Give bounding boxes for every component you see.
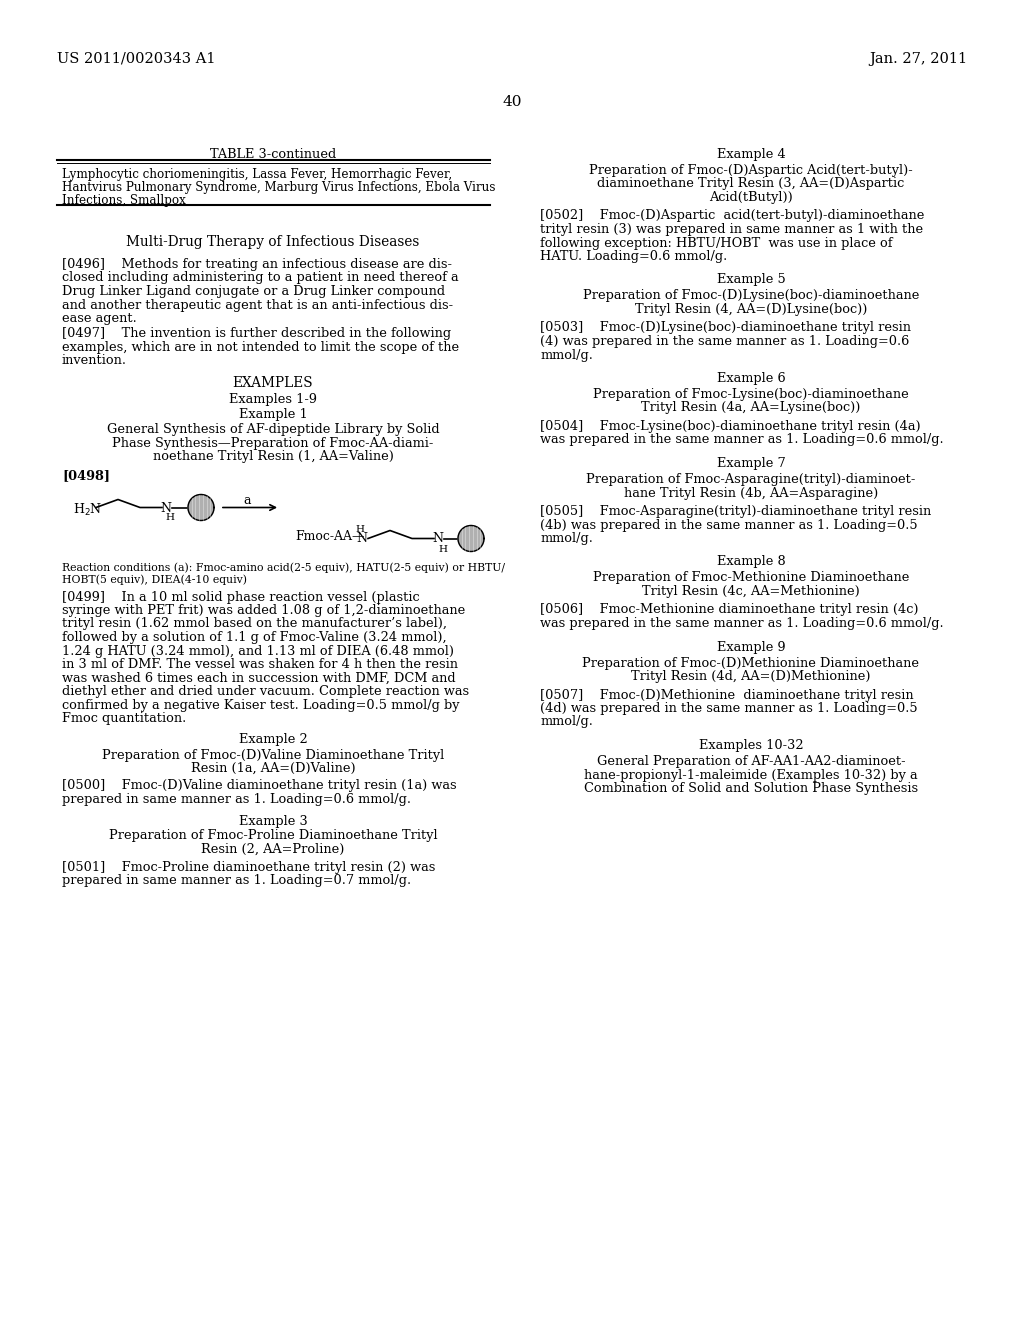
Text: was washed 6 times each in succession with DMF, DCM and: was washed 6 times each in succession wi…: [62, 672, 456, 685]
Text: H: H: [165, 512, 174, 521]
Text: Preparation of Fmoc-Proline Diaminoethane Trityl: Preparation of Fmoc-Proline Diaminoethan…: [109, 829, 437, 842]
Text: closed including administering to a patient in need thereof a: closed including administering to a pati…: [62, 272, 459, 285]
Text: Example 1: Example 1: [239, 408, 307, 421]
Text: Reaction conditions (a): Fmoc-amino acid(2-5 equiv), HATU(2-5 equiv) or HBTU/: Reaction conditions (a): Fmoc-amino acid…: [62, 562, 505, 573]
Text: following exception: HBTU/HOBT  was use in place of: following exception: HBTU/HOBT was use i…: [540, 236, 893, 249]
Text: in 3 ml of DMF. The vessel was shaken for 4 h then the resin: in 3 ml of DMF. The vessel was shaken fo…: [62, 657, 458, 671]
Text: Resin (2, AA=Proline): Resin (2, AA=Proline): [202, 843, 345, 855]
Text: Hantvirus Pulmonary Syndrome, Marburg Virus Infections, Ebola Virus: Hantvirus Pulmonary Syndrome, Marburg Vi…: [62, 181, 496, 194]
Text: hane-propionyl-1-maleimide (Examples 10-32) by a: hane-propionyl-1-maleimide (Examples 10-…: [584, 768, 918, 781]
Text: US 2011/0020343 A1: US 2011/0020343 A1: [57, 51, 215, 66]
Text: noethane Trityl Resin (1, AA=Valine): noethane Trityl Resin (1, AA=Valine): [153, 450, 393, 463]
Text: Drug Linker Ligand conjugate or a Drug Linker compound: Drug Linker Ligand conjugate or a Drug L…: [62, 285, 445, 298]
Text: HOBT(5 equiv), DIEA(4-10 equiv): HOBT(5 equiv), DIEA(4-10 equiv): [62, 574, 247, 585]
Text: Example 7: Example 7: [717, 457, 785, 470]
Text: Example 8: Example 8: [717, 556, 785, 569]
Text: prepared in same manner as 1. Loading=0.6 mmol/g.: prepared in same manner as 1. Loading=0.…: [62, 793, 411, 807]
Text: H: H: [438, 544, 447, 553]
Text: [0498]: [0498]: [62, 470, 110, 483]
Text: Trityl Resin (4c, AA=Methionine): Trityl Resin (4c, AA=Methionine): [642, 585, 860, 598]
Text: [0499]    In a 10 ml solid phase reaction vessel (plastic: [0499] In a 10 ml solid phase reaction v…: [62, 590, 420, 603]
Text: Preparation of Fmoc-(D)Aspartic Acid(tert-butyl)-: Preparation of Fmoc-(D)Aspartic Acid(ter…: [589, 164, 912, 177]
Text: (4) was prepared in the same manner as 1. Loading=0.6: (4) was prepared in the same manner as 1…: [540, 335, 909, 348]
Text: H$_2$N: H$_2$N: [73, 502, 102, 517]
Text: Trityl Resin (4d, AA=(D)Methionine): Trityl Resin (4d, AA=(D)Methionine): [631, 671, 870, 682]
Text: Jan. 27, 2011: Jan. 27, 2011: [869, 51, 967, 66]
Text: hane Trityl Resin (4b, AA=Asparagine): hane Trityl Resin (4b, AA=Asparagine): [624, 487, 879, 499]
Text: syringe with PET frit) was added 1.08 g of 1,2-diaminoethane: syringe with PET frit) was added 1.08 g …: [62, 605, 465, 616]
Text: Fmoc quantitation.: Fmoc quantitation.: [62, 711, 186, 725]
Text: General Preparation of AF-AA1-AA2-diaminoet-: General Preparation of AF-AA1-AA2-diamin…: [597, 755, 905, 768]
Text: [0504]    Fmoc-Lysine(boc)-diaminoethane trityl resin (4a): [0504] Fmoc-Lysine(boc)-diaminoethane tr…: [540, 420, 921, 433]
Text: diaminoethane Trityl Resin (3, AA=(D)Aspartic: diaminoethane Trityl Resin (3, AA=(D)Asp…: [597, 177, 904, 190]
Text: Preparation of Fmoc-Lysine(boc)-diaminoethane: Preparation of Fmoc-Lysine(boc)-diaminoe…: [593, 388, 909, 401]
Polygon shape: [458, 525, 484, 552]
Text: Acid(tButyl)): Acid(tButyl)): [710, 191, 793, 205]
Text: and another therapeutic agent that is an anti-infectious dis-: and another therapeutic agent that is an…: [62, 298, 454, 312]
Text: Multi-Drug Therapy of Infectious Diseases: Multi-Drug Therapy of Infectious Disease…: [126, 235, 420, 249]
Text: [0502]    Fmoc-(D)Aspartic  acid(tert-butyl)-diaminoethane: [0502] Fmoc-(D)Aspartic acid(tert-butyl)…: [540, 210, 925, 223]
Text: trityl resin (1.62 mmol based on the manufacturer’s label),: trityl resin (1.62 mmol based on the man…: [62, 618, 447, 631]
Text: Trityl Resin (4, AA=(D)Lysine(boc)): Trityl Resin (4, AA=(D)Lysine(boc)): [635, 304, 867, 315]
Text: TABLE 3-continued: TABLE 3-continued: [210, 148, 336, 161]
Text: Preparation of Fmoc-Methionine Diaminoethane: Preparation of Fmoc-Methionine Diaminoet…: [593, 572, 909, 585]
Text: Preparation of Fmoc-(D)Valine Diaminoethane Trityl: Preparation of Fmoc-(D)Valine Diaminoeth…: [101, 748, 444, 762]
Text: Example 9: Example 9: [717, 640, 785, 653]
Text: Example 6: Example 6: [717, 372, 785, 385]
Text: (4b) was prepared in the same manner as 1. Loading=0.5: (4b) was prepared in the same manner as …: [540, 519, 918, 532]
Text: trityl resin (3) was prepared in same manner as 1 with the: trityl resin (3) was prepared in same ma…: [540, 223, 923, 236]
Text: [0507]    Fmoc-(D)Methionine  diaminoethane trityl resin: [0507] Fmoc-(D)Methionine diaminoethane …: [540, 689, 913, 701]
Text: mmol/g.: mmol/g.: [540, 532, 593, 545]
Text: Phase Synthesis—Preparation of Fmoc-AA-diami-: Phase Synthesis—Preparation of Fmoc-AA-d…: [113, 437, 434, 450]
Text: Lymphocytic choriomeningitis, Lassa Fever, Hemorrhagic Fever,: Lymphocytic choriomeningitis, Lassa Feve…: [62, 168, 453, 181]
Text: ease agent.: ease agent.: [62, 312, 137, 325]
Text: Fmoc-AA—: Fmoc-AA—: [295, 531, 365, 544]
Text: Trityl Resin (4a, AA=Lysine(boc)): Trityl Resin (4a, AA=Lysine(boc)): [641, 401, 861, 414]
Text: a: a: [244, 494, 251, 507]
Text: [0496]    Methods for treating an infectious disease are dis-: [0496] Methods for treating an infectiou…: [62, 257, 452, 271]
Text: Preparation of Fmoc-(D)Methionine Diaminoethane: Preparation of Fmoc-(D)Methionine Diamin…: [583, 656, 920, 669]
Text: was prepared in the same manner as 1. Loading=0.6 mmol/g.: was prepared in the same manner as 1. Lo…: [540, 616, 944, 630]
Text: Preparation of Fmoc-(D)Lysine(boc)-diaminoethane: Preparation of Fmoc-(D)Lysine(boc)-diami…: [583, 289, 920, 302]
Text: HATU. Loading=0.6 mmol/g.: HATU. Loading=0.6 mmol/g.: [540, 249, 727, 263]
Text: examples, which are in not intended to limit the scope of the: examples, which are in not intended to l…: [62, 341, 459, 354]
Text: Resin (1a, AA=(D)Valine): Resin (1a, AA=(D)Valine): [190, 762, 355, 775]
Text: diethyl ether and dried under vacuum. Complete reaction was: diethyl ether and dried under vacuum. Co…: [62, 685, 469, 698]
Text: [0501]    Fmoc-Proline diaminoethane trityl resin (2) was: [0501] Fmoc-Proline diaminoethane trityl…: [62, 861, 435, 874]
Text: mmol/g.: mmol/g.: [540, 715, 593, 729]
Text: was prepared in the same manner as 1. Loading=0.6 mmol/g.: was prepared in the same manner as 1. Lo…: [540, 433, 944, 446]
Text: H: H: [355, 524, 364, 533]
Text: confirmed by a negative Kaiser test. Loading=0.5 mmol/g by: confirmed by a negative Kaiser test. Loa…: [62, 698, 460, 711]
Text: Preparation of Fmoc-Asparagine(trityl)-diaminoet-: Preparation of Fmoc-Asparagine(trityl)-d…: [587, 473, 915, 486]
Text: 1.24 g HATU (3.24 mmol), and 1.13 ml of DIEA (6.48 mmol): 1.24 g HATU (3.24 mmol), and 1.13 ml of …: [62, 644, 454, 657]
Text: [0503]    Fmoc-(D)Lysine(boc)-diaminoethane trityl resin: [0503] Fmoc-(D)Lysine(boc)-diaminoethane…: [540, 322, 911, 334]
Text: N: N: [432, 532, 443, 545]
Text: N: N: [356, 532, 367, 545]
Text: Example 5: Example 5: [717, 273, 785, 286]
Text: [0505]    Fmoc-Asparagine(trityl)-diaminoethane trityl resin: [0505] Fmoc-Asparagine(trityl)-diaminoet…: [540, 506, 931, 517]
Text: EXAMPLES: EXAMPLES: [232, 376, 313, 389]
Polygon shape: [188, 495, 214, 520]
Text: Example 3: Example 3: [239, 814, 307, 828]
Text: invention.: invention.: [62, 355, 127, 367]
Text: Example 4: Example 4: [717, 148, 785, 161]
Text: followed by a solution of 1.1 g of Fmoc-Valine (3.24 mmol),: followed by a solution of 1.1 g of Fmoc-…: [62, 631, 446, 644]
Text: Combination of Solid and Solution Phase Synthesis: Combination of Solid and Solution Phase …: [584, 781, 919, 795]
Text: prepared in same manner as 1. Loading=0.7 mmol/g.: prepared in same manner as 1. Loading=0.…: [62, 874, 411, 887]
Text: Examples 10-32: Examples 10-32: [698, 739, 803, 752]
Text: (4d) was prepared in the same manner as 1. Loading=0.5: (4d) was prepared in the same manner as …: [540, 702, 918, 715]
Text: N: N: [160, 502, 171, 515]
Text: [0500]    Fmoc-(D)Valine diaminoethane trityl resin (1a) was: [0500] Fmoc-(D)Valine diaminoethane trit…: [62, 780, 457, 792]
Text: 40: 40: [502, 95, 522, 110]
Text: Example 2: Example 2: [239, 734, 307, 747]
Text: Infections, Smallpox: Infections, Smallpox: [62, 194, 186, 207]
Text: mmol/g.: mmol/g.: [540, 348, 593, 362]
Text: Examples 1-9: Examples 1-9: [229, 393, 317, 407]
Text: [0506]    Fmoc-Methionine diaminoethane trityl resin (4c): [0506] Fmoc-Methionine diaminoethane tri…: [540, 603, 919, 616]
Text: [0497]    The invention is further described in the following: [0497] The invention is further describe…: [62, 327, 452, 341]
Text: General Synthesis of AF-dipeptide Library by Solid: General Synthesis of AF-dipeptide Librar…: [106, 422, 439, 436]
